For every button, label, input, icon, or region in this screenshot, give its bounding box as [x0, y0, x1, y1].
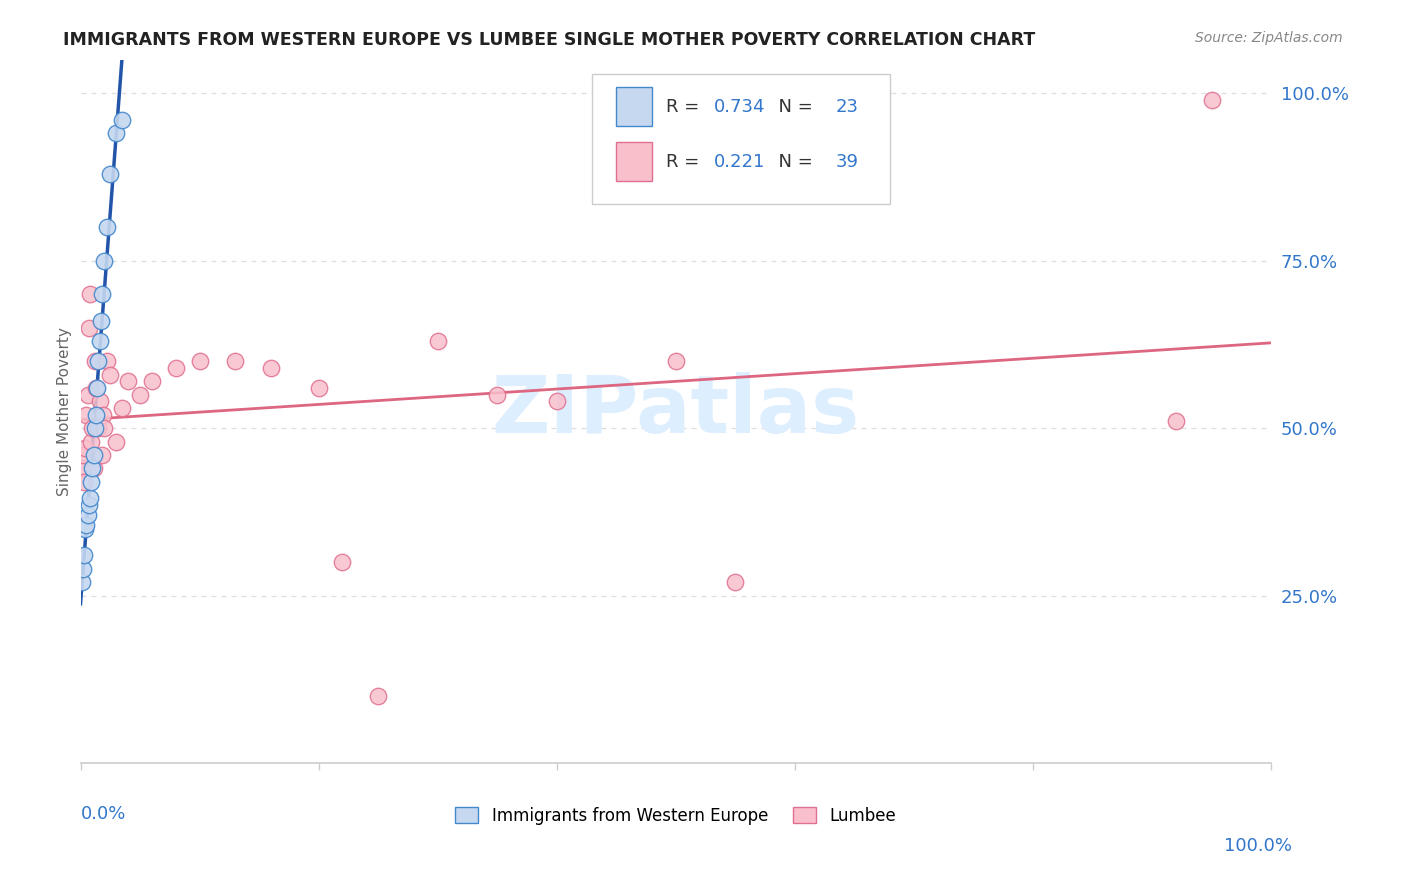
Point — [79, 491, 101, 506]
Point — [129, 387, 152, 401]
Point — [80, 475, 103, 489]
Point — [75, 441, 97, 455]
Text: R =: R = — [666, 153, 706, 170]
Point — [260, 360, 283, 375]
FancyBboxPatch shape — [592, 74, 890, 204]
Text: 0.734: 0.734 — [714, 98, 765, 116]
Point — [75, 518, 97, 533]
Point — [91, 448, 114, 462]
Point — [89, 334, 111, 348]
Text: ZIPatlas: ZIPatlas — [492, 372, 860, 450]
Point — [90, 314, 112, 328]
FancyBboxPatch shape — [616, 87, 652, 126]
Point — [77, 320, 100, 334]
Point — [105, 434, 128, 449]
Point — [486, 387, 509, 401]
Point — [76, 508, 98, 523]
Text: 39: 39 — [835, 153, 858, 170]
Point — [165, 360, 187, 375]
Point — [308, 381, 330, 395]
Point — [79, 287, 101, 301]
Point — [70, 461, 93, 475]
Point — [98, 368, 121, 382]
Point — [86, 381, 108, 395]
Point — [91, 408, 114, 422]
Text: R =: R = — [666, 98, 706, 116]
Point — [426, 334, 449, 348]
Point — [546, 394, 568, 409]
Text: 100.0%: 100.0% — [1225, 837, 1292, 855]
Point — [111, 112, 134, 127]
Point — [77, 498, 100, 512]
Point — [70, 575, 93, 590]
Point — [80, 434, 103, 449]
Point — [111, 401, 134, 415]
Point — [83, 421, 105, 435]
Point — [76, 387, 98, 401]
Point — [84, 408, 107, 422]
FancyBboxPatch shape — [616, 142, 652, 181]
Text: 0.0%: 0.0% — [80, 805, 127, 823]
Point — [73, 475, 96, 489]
Y-axis label: Single Mother Poverty: Single Mother Poverty — [58, 327, 72, 496]
Text: 23: 23 — [835, 98, 858, 116]
Point — [141, 374, 163, 388]
Text: IMMIGRANTS FROM WESTERN EUROPE VS LUMBEE SINGLE MOTHER POVERTY CORRELATION CHART: IMMIGRANTS FROM WESTERN EUROPE VS LUMBEE… — [63, 31, 1036, 49]
Point — [83, 461, 105, 475]
Point — [724, 575, 747, 590]
Point — [93, 253, 115, 268]
Point — [188, 354, 211, 368]
Point — [665, 354, 688, 368]
Point — [367, 689, 389, 703]
Point — [105, 126, 128, 140]
Text: Source: ZipAtlas.com: Source: ZipAtlas.com — [1195, 31, 1343, 45]
Point — [1164, 414, 1187, 428]
Point — [75, 408, 97, 422]
Point — [87, 421, 110, 435]
Point — [98, 167, 121, 181]
Point — [72, 562, 94, 576]
Point — [83, 354, 105, 368]
Point — [73, 549, 96, 563]
Legend: Immigrants from Western Europe, Lumbee: Immigrants from Western Europe, Lumbee — [456, 807, 897, 825]
Text: 0.221: 0.221 — [714, 153, 765, 170]
Point — [72, 448, 94, 462]
Point — [84, 381, 107, 395]
Point — [87, 354, 110, 368]
Text: N =: N = — [768, 153, 818, 170]
Point — [96, 354, 118, 368]
Point — [93, 421, 115, 435]
Point — [89, 394, 111, 409]
Point — [83, 448, 105, 462]
Point — [332, 555, 354, 569]
Point — [1201, 93, 1223, 107]
Point — [117, 374, 139, 388]
Point — [82, 421, 104, 435]
Point — [82, 461, 104, 475]
Point — [91, 287, 114, 301]
Point — [96, 220, 118, 235]
Text: N =: N = — [768, 98, 818, 116]
Point — [75, 522, 97, 536]
Point — [224, 354, 246, 368]
